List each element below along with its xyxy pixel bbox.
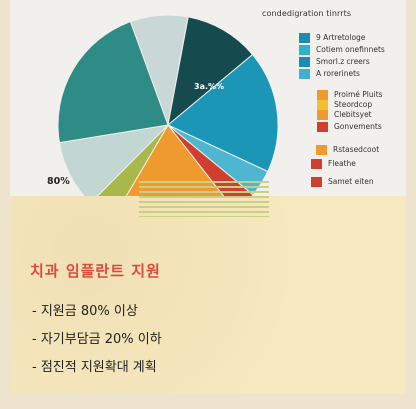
chart-subtitle: condedigration tinrrts (262, 9, 352, 18)
legend-swatch (317, 89, 328, 100)
note-card: 치과 임플란트 지원 - 지원금 80% 이상 - 자기부담금 20% 이하 -… (10, 196, 406, 394)
legend-label: 9 Artretologe (316, 33, 366, 42)
legend-swatch (299, 56, 310, 67)
legend-label: Steordcop (334, 100, 373, 109)
legend-item: A rorerinets (299, 68, 360, 79)
legend-label: Rstasedcoot (333, 145, 380, 154)
legend-swatch (317, 121, 328, 132)
legend-label: Clebitsyet (334, 110, 372, 119)
legend-item: Steordcop (317, 99, 372, 110)
note-item: - 점진적 지원확대 계획 (32, 360, 157, 375)
legend-label: Fleathe (328, 159, 356, 168)
washi-tape (139, 181, 269, 217)
legend-item: Proimé Pluits (317, 89, 383, 100)
legend-label: Cotiem onefinnets (316, 45, 385, 54)
legend-label: Proimé Pluits (334, 90, 383, 99)
legend-swatch (299, 32, 310, 43)
note-title: 치과 임플란트 지원 (30, 262, 161, 280)
data-label-small: 3a.%% (194, 82, 225, 91)
pie-slice-2 (167, 53, 279, 173)
legend-label: A rorerinets (316, 69, 360, 78)
pie-slice-1 (167, 16, 254, 127)
legend-swatch (299, 44, 310, 55)
legend-swatch (311, 176, 322, 187)
legend-item: Clebitsyet (317, 109, 372, 120)
legend-swatch (299, 68, 310, 79)
legend-item: Gonvements (317, 121, 382, 132)
legend-label: Gonvements (334, 122, 382, 131)
legend-item: Fleathe (311, 158, 356, 169)
legend-swatch (317, 109, 328, 120)
legend-label: Samet eiten (328, 177, 374, 186)
legend-label: Smorl.z creers (316, 57, 370, 66)
legend-item: Rstasedcoot (316, 144, 379, 155)
legend-item: Cotiem onefinnets (299, 44, 385, 55)
legend-item: Samet eiten (311, 176, 374, 187)
note-item: - 지원금 80% 이상 (32, 304, 138, 319)
pie-slice-8 (57, 20, 169, 144)
legend-item: 9 Artretologe (299, 32, 365, 43)
legend-item: Smorl.z creers (299, 56, 370, 67)
data-label-large: 80% (47, 176, 70, 187)
legend-swatch (317, 99, 328, 110)
legend-swatch (316, 144, 327, 155)
legend-swatch (311, 158, 322, 169)
note-item: - 자기부담금 20% 이하 (32, 332, 162, 347)
